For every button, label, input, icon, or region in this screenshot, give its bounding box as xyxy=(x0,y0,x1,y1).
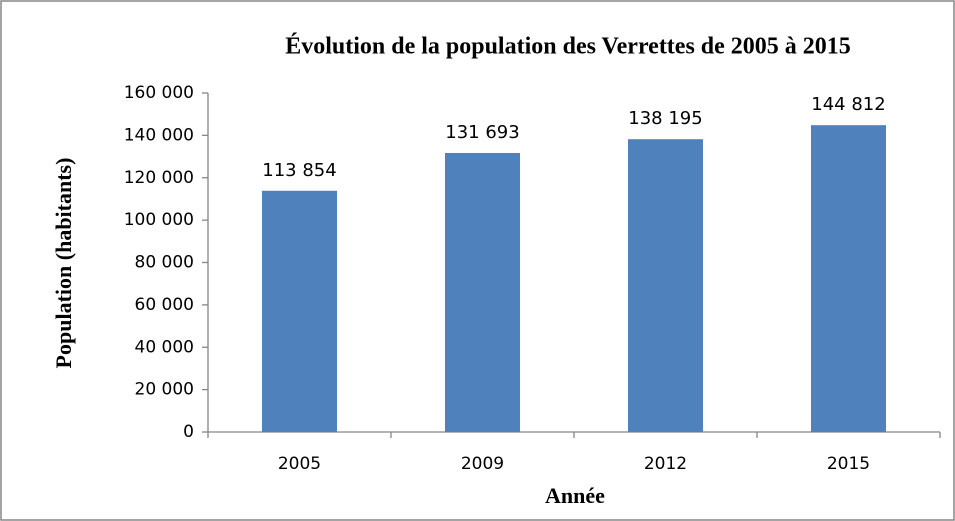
data-label: 138 195 xyxy=(628,108,702,129)
y-tick-label: 20 000 xyxy=(135,380,194,400)
x-tick-label: 2012 xyxy=(644,454,687,474)
y-axis-label: Population (habitants) xyxy=(51,158,76,369)
y-tick-label: 160 000 xyxy=(124,83,194,103)
y-tick-label: 60 000 xyxy=(135,295,194,315)
y-tick-label: 0 xyxy=(183,422,194,442)
bar xyxy=(261,190,338,432)
bar xyxy=(627,139,704,432)
y-tick-label: 140 000 xyxy=(124,125,194,145)
data-label: 144 812 xyxy=(811,94,885,115)
data-label: 131 693 xyxy=(445,122,519,143)
y-tick-label: 80 000 xyxy=(135,253,194,273)
y-tick-label: 100 000 xyxy=(124,210,194,230)
data-label: 113 854 xyxy=(262,160,336,181)
chart-title: Évolution de la population des Verrettes… xyxy=(285,34,851,60)
bar xyxy=(444,152,521,432)
x-axis-label: Année xyxy=(545,483,605,508)
x-tick-label: 2015 xyxy=(827,454,870,474)
bar xyxy=(810,125,887,433)
y-tick-label: 120 000 xyxy=(124,168,194,188)
y-tick-label: 40 000 xyxy=(135,337,194,357)
x-tick-label: 2005 xyxy=(278,454,321,474)
x-tick-label: 2009 xyxy=(461,454,504,474)
